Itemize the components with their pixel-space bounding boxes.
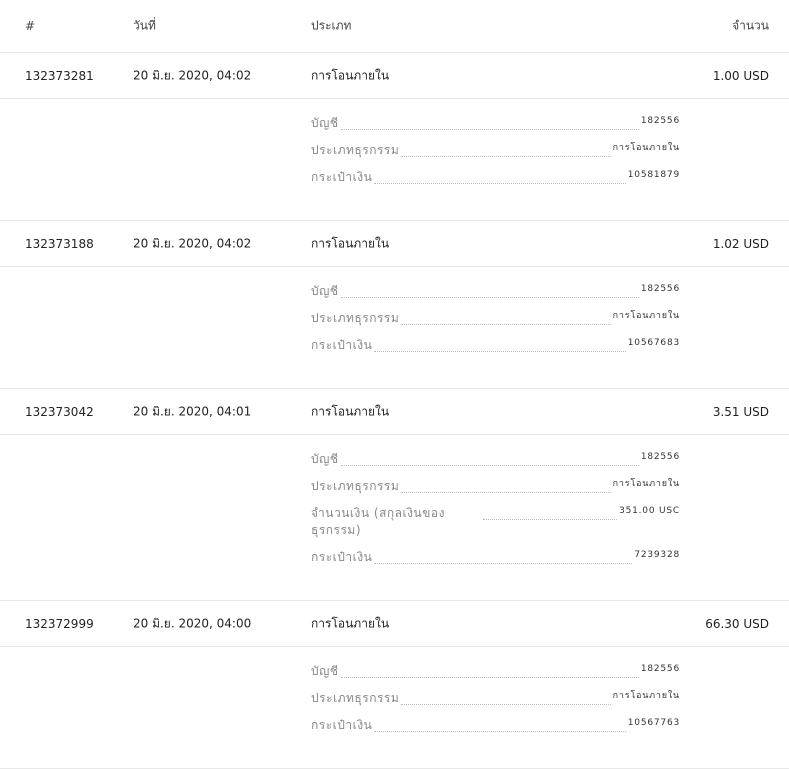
detail-value: การโอนภายใน: [612, 143, 680, 153]
table-header: # วันที่ ประเภท จำนวน: [0, 0, 789, 53]
dotted-leader: [374, 717, 626, 732]
detail-item: กระเป๋าเงิน 10581879: [311, 169, 680, 186]
detail-item: ประเภทธุรกรรม การโอนภายใน: [311, 478, 680, 495]
detail-value: 10581879: [627, 170, 680, 180]
detail-item: บัญชี 182556: [311, 663, 680, 680]
transaction-type: การโอนภายใน: [311, 616, 390, 630]
detail-value: 182556: [640, 452, 680, 462]
table-row[interactable]: 132373281 20 มิ.ย. 2020, 04:02 การโอนภาย…: [0, 53, 789, 99]
detail-value: 7239328: [634, 550, 680, 560]
transaction-amount: 66.30 USD: [705, 616, 769, 631]
transaction-details: บัญชี 182556 ประเภทธุรกรรม การโอนภายใน ก…: [0, 647, 789, 769]
detail-label: บัญชี: [311, 116, 339, 130]
table-row[interactable]: 132373042 20 มิ.ย. 2020, 04:01 การโอนภาย…: [0, 389, 789, 435]
dotted-leader: [401, 478, 611, 493]
transaction-date: 20 มิ.ย. 2020, 04:00: [133, 616, 252, 630]
transaction-details: บัญชี 182556 ประเภทธุรกรรม การโอนภายใน ก…: [0, 99, 789, 221]
transaction-id: 132373042: [25, 404, 94, 419]
detail-item: ประเภทธุรกรรม การโอนภายใน: [311, 142, 680, 159]
transaction-id: 132373188: [25, 236, 94, 251]
transaction-details: บัญชี 182556 ประเภทธุรกรรม การโอนภายใน จ…: [0, 435, 789, 601]
dotted-leader: [483, 505, 618, 520]
detail-value: 10567683: [627, 338, 680, 348]
table-row[interactable]: 132373188 20 มิ.ย. 2020, 04:02 การโอนภาย…: [0, 221, 789, 267]
transaction-type: การโอนภายใน: [311, 404, 390, 418]
dotted-leader: [401, 690, 611, 705]
detail-label: บัญชี: [311, 452, 339, 466]
detail-label: ประเภทธุรกรรม: [311, 479, 400, 493]
transaction-date: 20 มิ.ย. 2020, 04:02: [133, 68, 252, 82]
detail-value: 182556: [640, 284, 680, 294]
detail-value: 182556: [640, 664, 680, 674]
dotted-leader: [401, 142, 611, 157]
transaction-amount: 1.00 USD: [712, 68, 769, 83]
transaction-id: 132372999: [25, 616, 94, 631]
dotted-leader: [374, 549, 633, 564]
transaction-type: การโอนภายใน: [311, 68, 390, 82]
transaction-type: การโอนภายใน: [311, 236, 390, 250]
dotted-leader: [401, 310, 611, 325]
detail-item: บัญชี 182556: [311, 283, 680, 300]
header-amount: จำนวน: [732, 18, 769, 33]
transaction-date: 20 มิ.ย. 2020, 04:02: [133, 236, 252, 250]
detail-value: 182556: [640, 116, 680, 126]
table-row[interactable]: 132372999 20 มิ.ย. 2020, 04:00 การโอนภาย…: [0, 601, 789, 647]
detail-value: 351.00 USC: [619, 506, 680, 516]
dotted-leader: [374, 169, 626, 184]
dotted-leader: [340, 115, 639, 130]
header-id: #: [25, 19, 36, 33]
detail-label: ประเภทธุรกรรม: [311, 691, 400, 705]
detail-item: ประเภทธุรกรรม การโอนภายใน: [311, 690, 680, 707]
detail-label: จำนวนเงิน (สกุลเงินของธุรกรรม): [311, 506, 445, 537]
detail-label: กระเป๋าเงิน: [311, 550, 373, 564]
detail-value: 10567763: [627, 718, 680, 728]
dotted-leader: [374, 337, 626, 352]
detail-item: กระเป๋าเงิน 10567763: [311, 717, 680, 734]
transaction-details: บัญชี 182556 ประเภทธุรกรรม การโอนภายใน ก…: [0, 267, 789, 389]
dotted-leader: [340, 663, 639, 678]
detail-label: บัญชี: [311, 664, 339, 678]
dotted-leader: [340, 283, 639, 298]
transaction-amount: 3.51 USD: [712, 404, 769, 419]
detail-item: บัญชี 182556: [311, 115, 680, 132]
transaction-date: 20 มิ.ย. 2020, 04:01: [133, 404, 252, 418]
detail-label: ประเภทธุรกรรม: [311, 143, 400, 157]
header-type: ประเภท: [311, 18, 352, 33]
detail-item: ประเภทธุรกรรม การโอนภายใน: [311, 310, 680, 327]
detail-item: กระเป๋าเงิน 7239328: [311, 549, 680, 566]
detail-label: ประเภทธุรกรรม: [311, 311, 400, 325]
detail-value: การโอนภายใน: [612, 691, 680, 701]
detail-value: การโอนภายใน: [612, 479, 680, 489]
detail-label: กระเป๋าเงิน: [311, 170, 373, 184]
detail-label: กระเป๋าเงิน: [311, 718, 373, 732]
detail-label: บัญชี: [311, 284, 339, 298]
detail-item: จำนวนเงิน (สกุลเงินของธุรกรรม) 351.00 US…: [311, 505, 680, 539]
detail-item: บัญชี 182556: [311, 451, 680, 468]
transaction-amount: 1.02 USD: [712, 236, 769, 251]
header-date: วันที่: [133, 18, 156, 33]
detail-label: กระเป๋าเงิน: [311, 338, 373, 352]
detail-item: กระเป๋าเงิน 10567683: [311, 337, 680, 354]
transaction-id: 132373281: [25, 68, 94, 83]
detail-value: การโอนภายใน: [612, 311, 680, 321]
dotted-leader: [340, 451, 639, 466]
